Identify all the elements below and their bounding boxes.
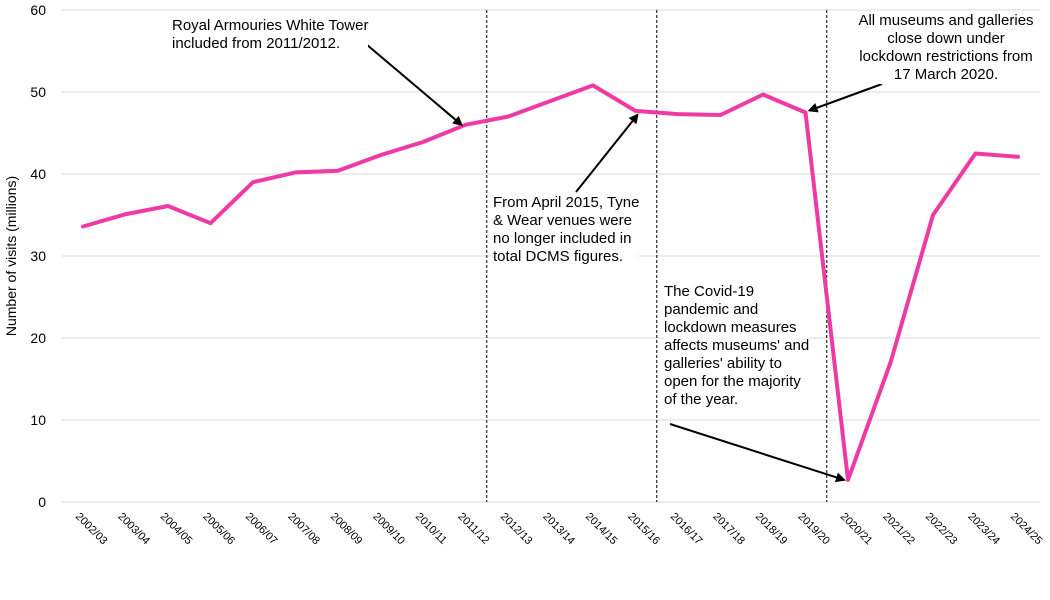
x-tick-label: 2003/04 bbox=[115, 511, 152, 548]
arrow-covid bbox=[669, 423, 846, 483]
annotation-white-tower: Royal Armouries White Tower included fro… bbox=[172, 17, 369, 53]
reference-lines bbox=[486, 10, 828, 502]
y-tick-label: 0 bbox=[38, 494, 46, 510]
x-tick-label: 2023/24 bbox=[965, 511, 1002, 548]
y-tick-label: 40 bbox=[30, 166, 46, 182]
x-tick-label: 2005/06 bbox=[200, 511, 237, 548]
annotation-arrows bbox=[365, 43, 883, 483]
y-tick-label: 50 bbox=[30, 84, 46, 100]
x-axis-ticks: 2002/03 2003/04 2004/05 2005/06 2006/07 2007/… bbox=[73, 511, 1045, 548]
x-tick-label: 2013/14 bbox=[540, 511, 577, 548]
x-tick-label: 2019/20 bbox=[795, 511, 832, 548]
x-tick-label: 2010/11 bbox=[413, 511, 449, 547]
gridlines bbox=[62, 9, 1040, 503]
x-tick-label: 2017/18 bbox=[710, 511, 747, 548]
x-tick-label: 2012/13 bbox=[498, 511, 535, 548]
arrow-white-tower bbox=[365, 43, 464, 127]
y-tick-label: 30 bbox=[30, 248, 46, 264]
y-tick-label: 20 bbox=[30, 330, 46, 346]
y-tick-label: 60 bbox=[30, 2, 46, 18]
annotation-covid: The Covid-19 pandemic and lockdown measu… bbox=[664, 283, 810, 409]
x-tick-label: 2011/12 bbox=[455, 511, 491, 547]
x-tick-label: 2009/10 bbox=[370, 511, 407, 548]
x-tick-label: 2016/17 bbox=[668, 511, 705, 548]
x-tick-label: 2002/03 bbox=[73, 511, 110, 548]
annotation-close-down: All museums and galleries close down und… bbox=[848, 12, 1044, 84]
x-tick-label: 2007/08 bbox=[285, 511, 322, 548]
arrow-close-down bbox=[807, 83, 883, 113]
x-tick-label: 2004/05 bbox=[158, 511, 195, 548]
x-tick-label: 2021/22 bbox=[880, 511, 917, 548]
x-tick-label: 2022/23 bbox=[923, 511, 960, 548]
x-tick-label: 2014/15 bbox=[583, 511, 620, 548]
y-axis-ticks: 0 10 20 30 40 50 60 bbox=[30, 2, 46, 510]
annotation-tyne-wear: From April 2015, Tyne & Wear venues were… bbox=[493, 194, 640, 266]
y-tick-label: 10 bbox=[30, 412, 46, 428]
x-tick-label: 2024/25 bbox=[1008, 511, 1045, 548]
series-line bbox=[81, 83, 1020, 482]
x-tick-label: 2018/19 bbox=[753, 511, 790, 548]
x-tick-label: 2008/09 bbox=[328, 511, 365, 548]
x-tick-label: 2020/21 bbox=[838, 511, 875, 548]
x-tick-label: 2006/07 bbox=[243, 511, 280, 548]
arrow-tyne-wear bbox=[575, 113, 639, 193]
y-axis-label: Number of visits (millions) bbox=[3, 176, 19, 336]
x-tick-label: 2015/16 bbox=[625, 511, 662, 548]
